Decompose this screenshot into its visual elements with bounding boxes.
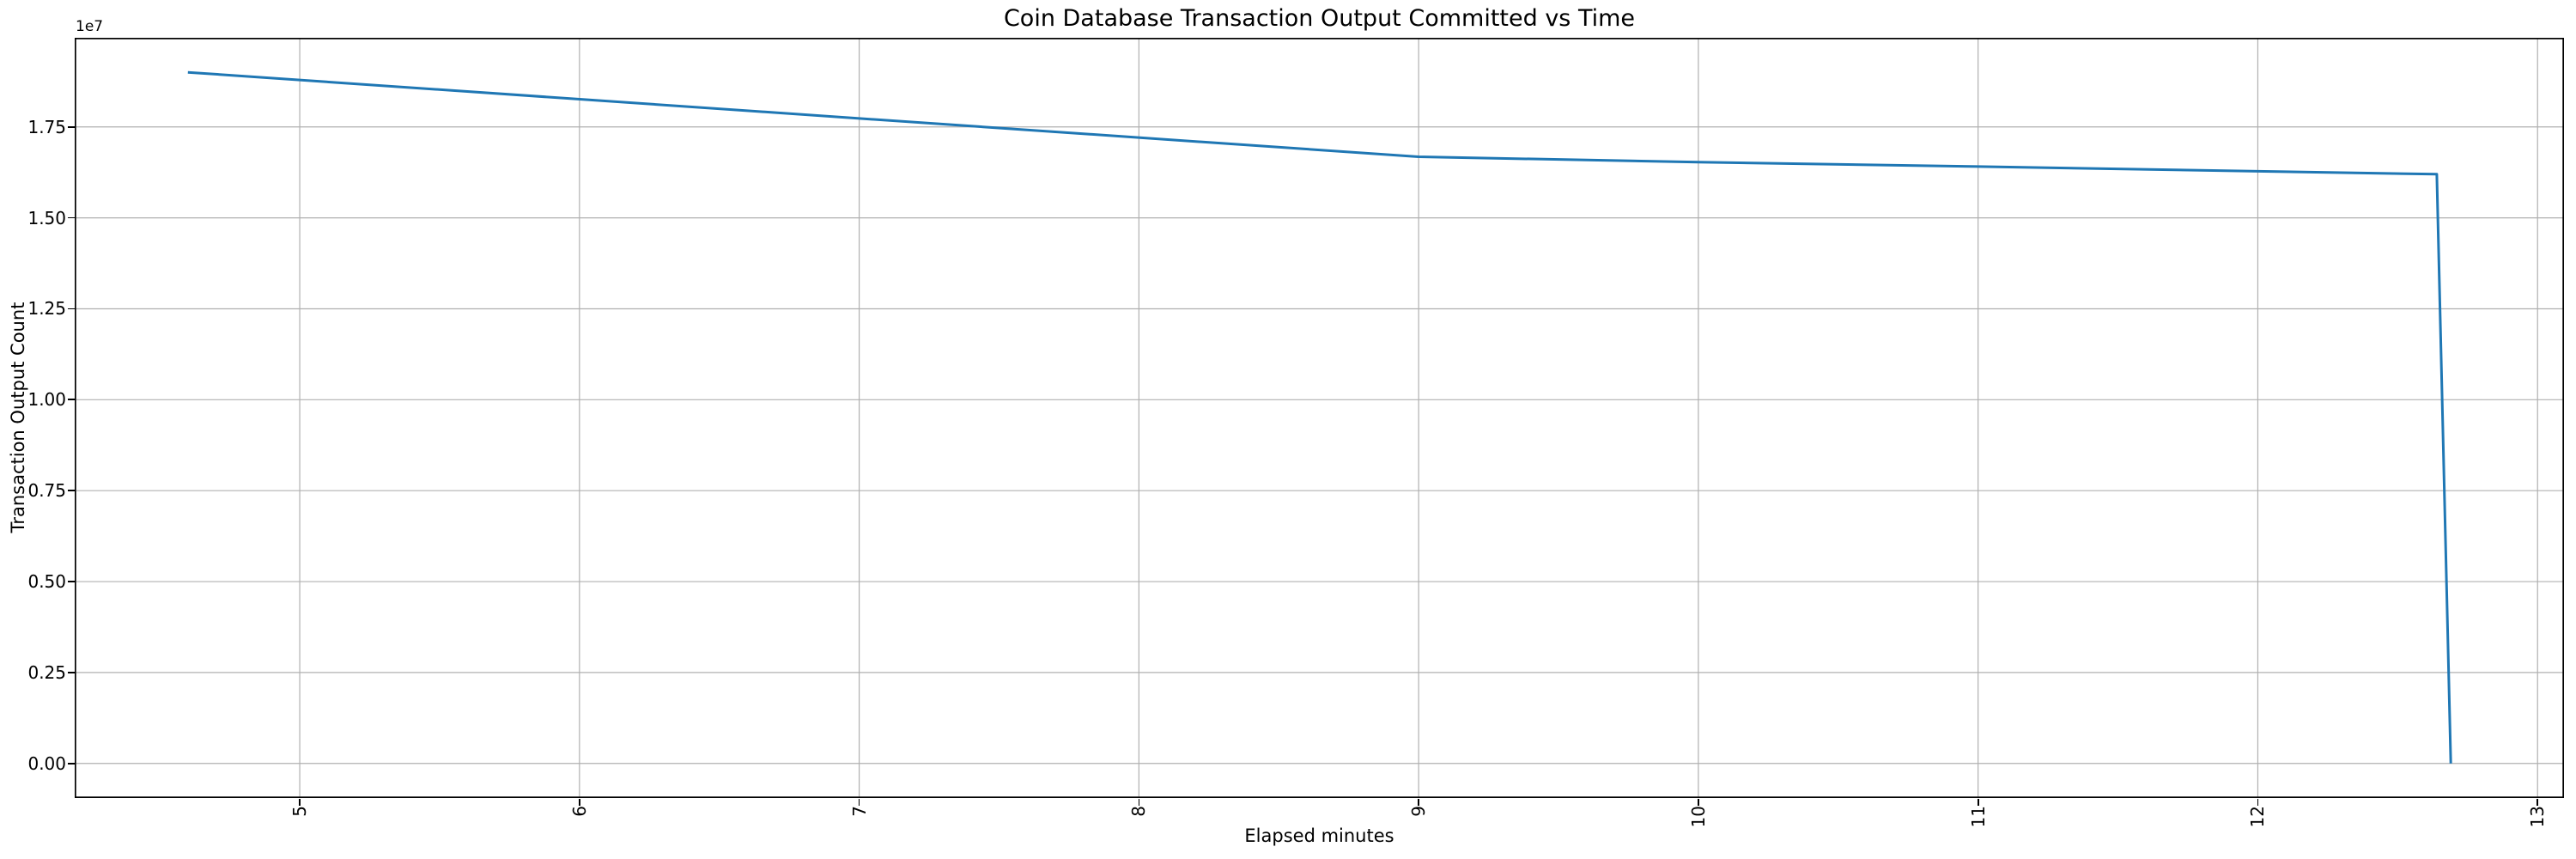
- y-tick: [67, 216, 75, 219]
- x-tick-label: 7: [848, 806, 870, 817]
- y-tick: [67, 399, 75, 401]
- data-line: [187, 70, 2452, 764]
- y-axis-offset-label: 1e7: [76, 18, 104, 35]
- y-tick-label: 1.75: [27, 116, 66, 137]
- x-tick: [1977, 798, 1979, 806]
- y-tick: [67, 672, 75, 673]
- x-tick-label: 11: [1967, 806, 1989, 828]
- plot-border: [75, 38, 2564, 798]
- y-tick-label: 1.50: [27, 207, 66, 228]
- x-tick: [1418, 798, 1419, 806]
- x-tick-label: 12: [2247, 806, 2269, 828]
- x-tick: [1138, 798, 1140, 806]
- x-tick-label: 9: [1408, 806, 1430, 817]
- y-tick-label: 0.50: [27, 571, 66, 593]
- x-axis-label: Elapsed minutes: [1244, 825, 1394, 846]
- y-tick: [67, 490, 75, 492]
- x-tick: [299, 798, 301, 806]
- x-tick: [858, 798, 860, 806]
- x-tick: [578, 798, 580, 806]
- y-tick-label: 1.25: [27, 298, 66, 320]
- x-tick-label: 13: [2527, 806, 2549, 828]
- plot-area: [75, 38, 2564, 798]
- x-tick: [2537, 798, 2539, 806]
- x-tick-label: 5: [289, 806, 311, 817]
- chart-title: Coin Database Transaction Output Committ…: [1003, 5, 1636, 32]
- x-tick-label: 6: [568, 806, 590, 817]
- y-tick-label: 0.00: [27, 752, 66, 774]
- y-tick-label: 0.75: [27, 480, 66, 502]
- x-tick-label: 8: [1128, 806, 1150, 817]
- x-tick-label: 10: [1687, 806, 1709, 828]
- x-tick: [1698, 798, 1699, 806]
- y-tick: [67, 581, 75, 582]
- y-tick-label: 0.25: [27, 661, 66, 683]
- y-tick: [67, 762, 75, 765]
- y-tick: [67, 125, 75, 128]
- y-tick: [67, 308, 75, 310]
- y-tick-label: 1.00: [27, 389, 66, 411]
- x-tick: [2257, 798, 2259, 806]
